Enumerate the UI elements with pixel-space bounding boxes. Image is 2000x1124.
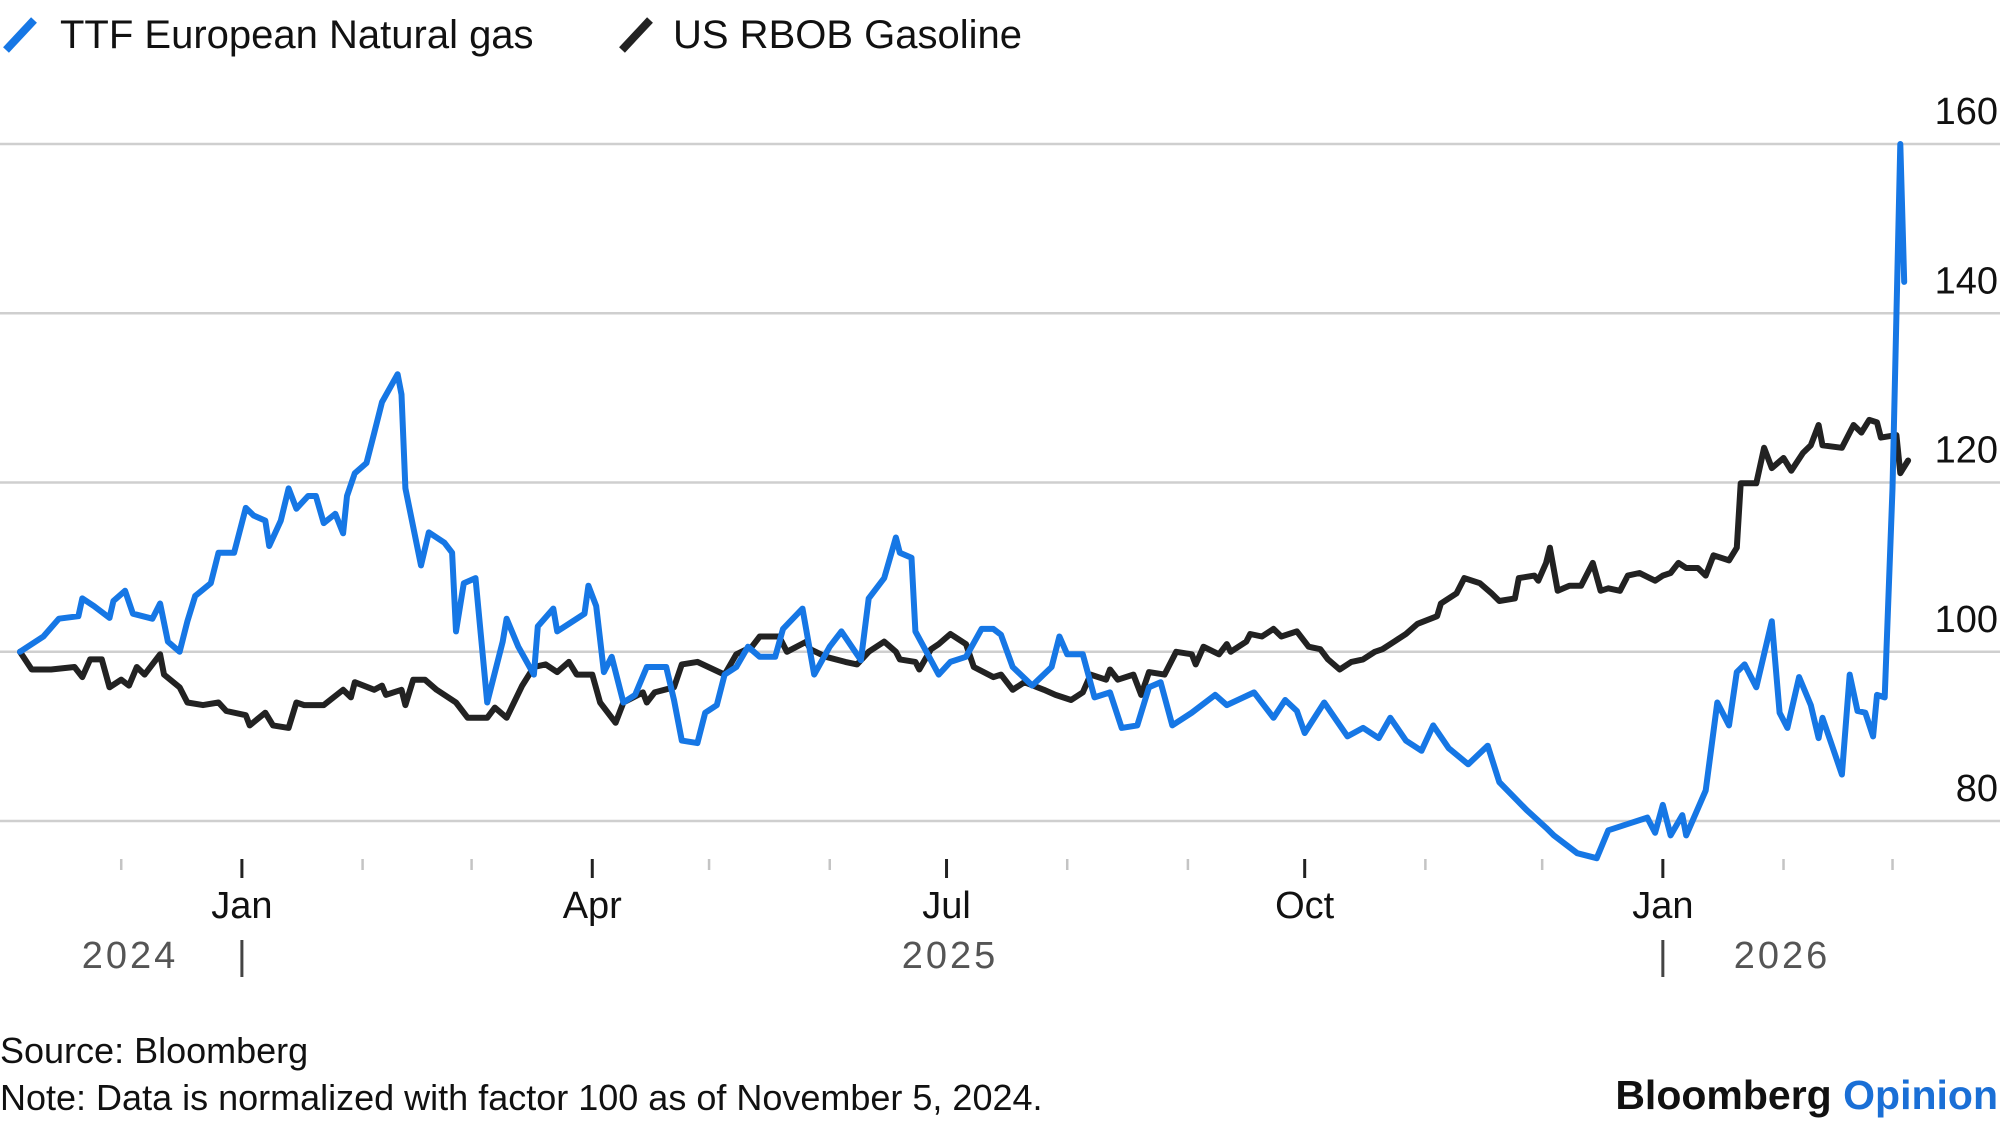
normalization-note: Note: Data is normalized with factor 100… xyxy=(0,1077,1043,1118)
logo-bloomberg: Bloomberg xyxy=(1615,1072,1831,1118)
legend-label-rbob: US RBOB Gasoline xyxy=(673,13,1022,57)
legend-swatch-ttf xyxy=(3,17,37,53)
series-line-us-rbob-gasoline xyxy=(17,416,1912,731)
series-line-ttf-european-natural-gas xyxy=(17,141,1908,862)
y-tick-label-120: 120 xyxy=(1935,430,1998,472)
year-label-2024: 2024 xyxy=(82,935,179,977)
series-lines xyxy=(17,141,1912,862)
logo-space xyxy=(1832,1072,1843,1118)
footer: Source: Bloomberg Note: Data is normaliz… xyxy=(0,1030,1998,1118)
year-label-2025: 2025 xyxy=(902,935,999,977)
x-tick-label-jan: Jan xyxy=(1632,885,1693,927)
year-label-2026: 2026 xyxy=(1734,935,1831,977)
legend: TTF European Natural gas US RBOB Gasolin… xyxy=(3,13,1022,57)
y-tick-label-160: 160 xyxy=(1935,91,1998,133)
x-tick-label-jan: Jan xyxy=(211,885,272,927)
x-tick-label-jul: Jul xyxy=(922,885,971,927)
x-tick-label-oct: Oct xyxy=(1275,885,1335,927)
logo-opinion: Opinion xyxy=(1843,1072,1998,1118)
legend-swatch-rbob xyxy=(619,17,653,53)
bloomberg-opinion-logo: Bloomberg Opinion xyxy=(1615,1072,1998,1118)
y-tick-label-140: 140 xyxy=(1935,260,1998,302)
x-tick-label-apr: Apr xyxy=(563,885,622,927)
gridlines xyxy=(0,142,2000,823)
year-labels: 2024 2025 2026 xyxy=(82,935,1831,977)
source-note: Source: Bloomberg xyxy=(0,1030,308,1071)
y-tick-label-100: 100 xyxy=(1935,599,1998,641)
x-axis: Jan Apr Jul Oct Jan xyxy=(119,859,1894,977)
legend-label-ttf: TTF European Natural gas xyxy=(60,13,534,57)
y-tick-label-80: 80 xyxy=(1956,768,1998,810)
y-axis: 80 100 120 140 160 xyxy=(1935,91,1998,810)
